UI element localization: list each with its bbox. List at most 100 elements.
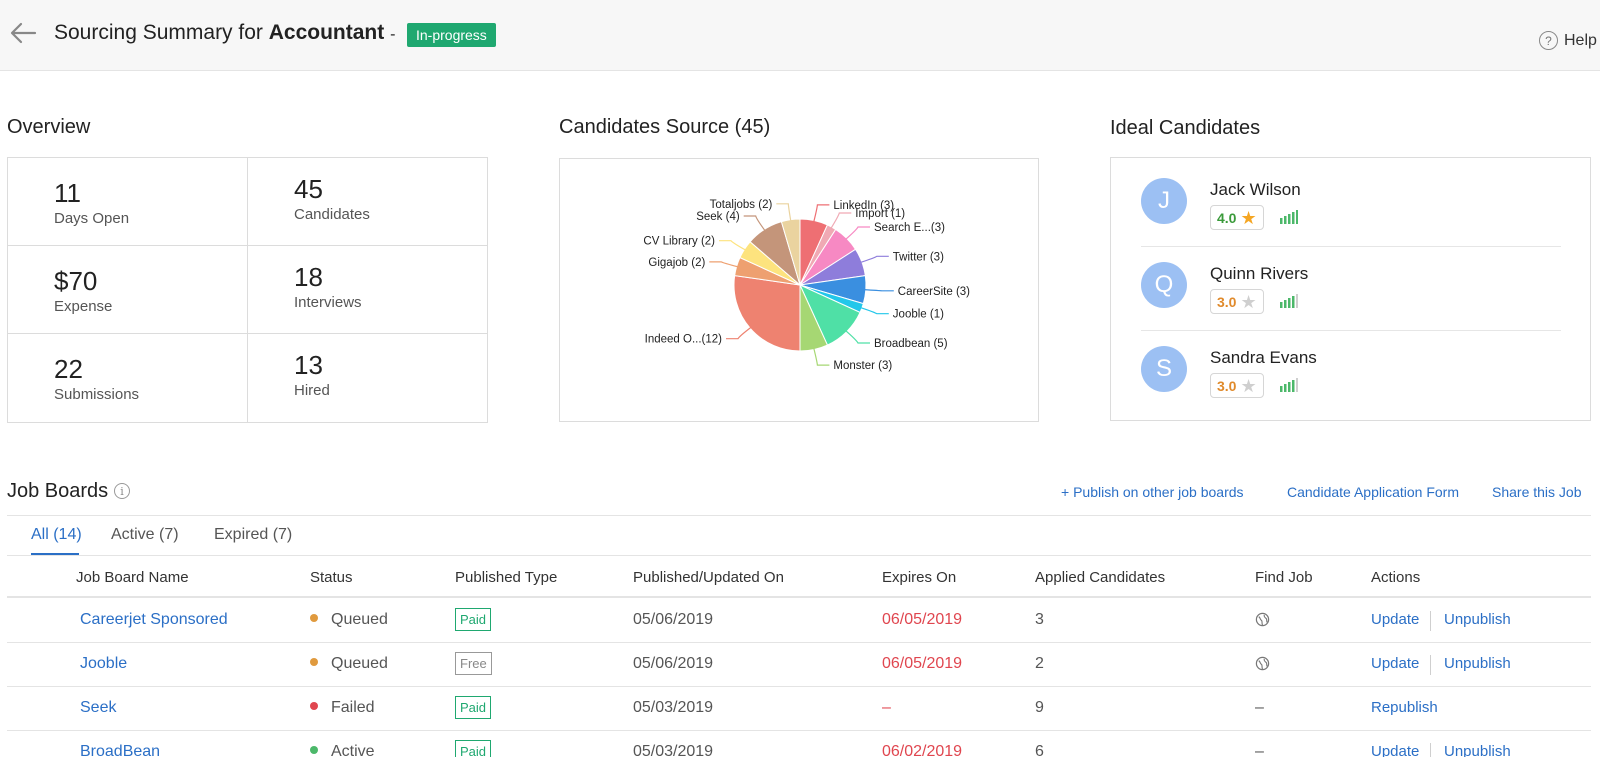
column-header: Published Type: [455, 569, 558, 586]
leader-line: [719, 240, 747, 251]
stat-expense: $70 Expense: [8, 246, 248, 334]
stat-submissions: 22 Submissions: [8, 334, 248, 422]
republish-button[interactable]: Republish: [1371, 699, 1438, 716]
update-button[interactable]: Update: [1371, 743, 1420, 757]
update-button[interactable]: Update: [1371, 611, 1420, 628]
globe-icon[interactable]: [1255, 612, 1270, 627]
pie-label: LinkedIn (3): [833, 200, 894, 212]
pie-label: CV Library (2): [643, 236, 715, 248]
rating-badge: 3.0 ★: [1210, 289, 1264, 314]
star-icon: ★: [1240, 207, 1257, 228]
table-row: Seek Failed Paid 05/03/2019 – 9 – Republ…: [7, 687, 1591, 731]
published-type-badge: Paid: [455, 696, 492, 719]
applied-count: 9: [1035, 699, 1044, 716]
rating-badge: 4.0 ★: [1210, 205, 1264, 230]
status-cell: Queued: [310, 611, 388, 629]
stat-candidates: 45 Candidates: [248, 158, 488, 246]
candidate-card[interactable]: J Jack Wilson 4.0 ★: [1141, 158, 1561, 242]
rating-value: 3.0: [1217, 293, 1237, 310]
job-board-name-link[interactable]: Careerjet Sponsored: [80, 611, 228, 628]
column-header: Job Board Name: [76, 569, 189, 586]
star-icon: ★: [1240, 291, 1257, 312]
stat-hired: 13 Hired: [248, 334, 488, 422]
ideal-candidates-title: Ideal Candidates: [1110, 117, 1261, 139]
column-header: Expires On: [882, 569, 957, 586]
rating-value: 3.0: [1217, 377, 1237, 394]
pie-label: Broadbean (5): [874, 338, 948, 350]
help-label: Help: [1564, 31, 1597, 49]
info-icon[interactable]: i: [114, 483, 130, 499]
application-form-link[interactable]: Candidate Application Form: [1287, 484, 1459, 500]
published-type-badge: Paid: [455, 740, 492, 757]
status-dot: [310, 746, 318, 754]
page-title: Sourcing Summary for Accountant -: [54, 21, 395, 45]
globe-icon[interactable]: [1255, 656, 1270, 671]
status-text: Queued: [331, 655, 388, 672]
published-date: 05/03/2019: [633, 743, 714, 757]
tab-expired[interactable]: Expired (7): [214, 526, 293, 543]
publish-other-link[interactable]: + Publish on other job boards: [1061, 484, 1244, 500]
published-date: 05/03/2019: [633, 699, 714, 716]
page-title-job: Accountant: [268, 21, 385, 44]
pie-label: Seek (4): [696, 211, 740, 223]
status-text: Failed: [331, 699, 375, 716]
active-tab-indicator: [31, 553, 79, 555]
column-header: Applied Candidates: [1035, 569, 1166, 586]
update-button[interactable]: Update: [1371, 655, 1420, 672]
avatar: Q: [1141, 262, 1187, 308]
job-board-name-link[interactable]: BroadBean: [80, 743, 161, 757]
tab-all[interactable]: All (14): [31, 526, 82, 543]
expires-date: 06/05/2019: [882, 655, 963, 672]
stat-label: Days Open: [54, 210, 130, 227]
pie-slice[interactable]: [733, 275, 801, 352]
unpublish-button[interactable]: Unpublish: [1444, 655, 1511, 672]
share-job-link[interactable]: Share this Job: [1492, 484, 1582, 500]
status-cell: Active: [310, 743, 375, 757]
candidates-source-chart: LinkedIn (3) Import (1) Search E...(3) Twit…: [559, 158, 1039, 422]
find-job-empty: –: [1255, 743, 1264, 757]
table-row: Jooble Queued Free 05/06/2019 06/05/2019…: [7, 643, 1591, 687]
pie-label: Monster (3): [833, 360, 892, 372]
stat-label: Expense: [54, 298, 113, 315]
ideal-candidates-panel: J Jack Wilson 4.0 ★ Q Quinn Rivers 3.0 ★…: [1110, 157, 1591, 421]
unpublish-button[interactable]: Unpublish: [1444, 743, 1511, 757]
rating-badge: 3.0 ★: [1210, 373, 1264, 398]
job-board-name-link[interactable]: Jooble: [80, 655, 128, 672]
status-dot: [310, 702, 318, 710]
candidate-card[interactable]: Q Quinn Rivers 3.0 ★: [1141, 242, 1561, 326]
candidate-name[interactable]: Sandra Evans: [1210, 348, 1317, 367]
back-arrow-icon[interactable]: [8, 20, 38, 46]
candidate-card[interactable]: S Sandra Evans 3.0 ★: [1141, 326, 1561, 410]
candidate-name[interactable]: Quinn Rivers: [1210, 264, 1309, 283]
stat-value: 22: [54, 354, 83, 384]
expires-date: 06/05/2019: [882, 611, 963, 628]
table-row: BroadBean Active Paid 05/03/2019 06/02/2…: [7, 731, 1591, 757]
help-link[interactable]: ? Help: [1539, 31, 1597, 50]
divider: [1430, 655, 1431, 675]
stat-label: Submissions: [54, 386, 140, 403]
leader-line: [844, 329, 870, 344]
job-board-name-link[interactable]: Seek: [80, 699, 117, 716]
divider: [7, 515, 1591, 516]
help-icon: ?: [1539, 31, 1558, 50]
candidate-name[interactable]: Jack Wilson: [1210, 180, 1301, 199]
tab-active[interactable]: Active (7): [111, 526, 179, 543]
divider: [1430, 611, 1431, 631]
find-job-empty: –: [1255, 699, 1264, 716]
status-dot: [310, 614, 318, 622]
avatar: S: [1141, 346, 1187, 392]
column-header: Published/Updated On: [633, 569, 784, 586]
leader-line: [863, 289, 894, 292]
leader-line: [709, 261, 739, 268]
leader-line: [813, 204, 830, 223]
leader-line: [844, 226, 870, 241]
unpublish-button[interactable]: Unpublish: [1444, 611, 1511, 628]
overview-title: Overview: [7, 116, 91, 138]
stat-days-open: 11 Days Open: [8, 158, 248, 246]
stat-label: Hired: [294, 382, 330, 399]
job-boards-title: Job Boards: [7, 480, 109, 502]
divider: [1141, 246, 1561, 247]
status-text: Queued: [331, 611, 388, 628]
rating-value: 4.0: [1217, 209, 1237, 226]
chart-title: Candidates Source (45): [559, 116, 771, 138]
